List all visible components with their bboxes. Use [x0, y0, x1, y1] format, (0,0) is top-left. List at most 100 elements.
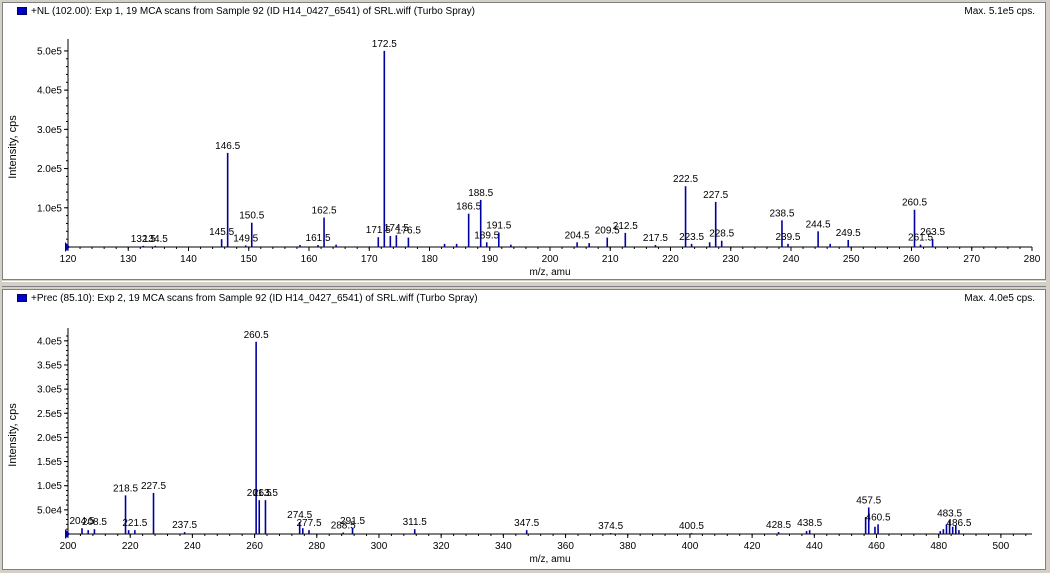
peak-label: 263.5	[920, 227, 945, 238]
peak-label: 221.5	[122, 518, 147, 529]
peak-label: 149.5	[233, 233, 258, 244]
peak-label: 249.5	[836, 228, 861, 239]
x-tick-label: 230	[722, 254, 739, 265]
peak-label: 239.5	[775, 232, 800, 243]
origin-marker[interactable]	[65, 242, 70, 252]
peak-label: 261.5	[908, 233, 933, 244]
peak-label: 171.5	[366, 225, 391, 236]
y-tick-label: 3.5e5	[37, 360, 62, 371]
peak-label: 428.5	[766, 520, 791, 531]
peak-label: 261.5	[247, 488, 272, 499]
x-tick-label: 480	[930, 541, 947, 552]
peak-label: 277.5	[296, 518, 321, 529]
x-tick-label: 240	[184, 541, 201, 552]
y-tick-label: 3.0e5	[37, 385, 62, 396]
y-tick-label: 5.0e4	[37, 505, 62, 516]
pane-header: +Prec (85.10): Exp 2, 19 MCA scans from …	[17, 293, 1039, 307]
x-tick-label: 170	[361, 254, 378, 265]
x-tick-label: 180	[421, 254, 438, 265]
legend-color-box[interactable]	[17, 7, 27, 15]
x-tick-label: 340	[495, 541, 512, 552]
x-tick-label: 220	[122, 541, 139, 552]
x-tick-label: 140	[180, 254, 197, 265]
x-tick-label: 240	[783, 254, 800, 265]
peak-label: 288.5	[331, 521, 356, 532]
x-tick-label: 440	[806, 541, 823, 552]
y-tick-label: 3.0e5	[37, 125, 62, 136]
peak-label: 217.5	[643, 233, 668, 244]
peak-label: 260.5	[902, 198, 927, 209]
pane-title: +Prec (85.10): Exp 2, 19 MCA scans from …	[31, 293, 478, 304]
x-axis-label: m/z, amu	[529, 554, 570, 565]
peak-label: 238.5	[769, 208, 794, 219]
peak-label: 174.5	[384, 223, 409, 234]
spectrum-pane-2[interactable]: +Prec (85.10): Exp 2, 19 MCA scans from …	[2, 289, 1046, 570]
x-tick-label: 260	[903, 254, 920, 265]
peak-label: 134.5	[143, 234, 168, 245]
pane-title: +NL (102.00): Exp 1, 19 MCA scans from S…	[31, 6, 476, 17]
peak-label: 189.5	[474, 230, 499, 241]
x-axis-label: m/z, amu	[529, 267, 570, 278]
y-tick-label: 2.5e5	[37, 409, 62, 420]
peak-label: 191.5	[486, 220, 511, 231]
peak-label: 176.5	[396, 226, 421, 237]
y-tick-label: 5.0e5	[37, 46, 62, 57]
peak-label: 400.5	[679, 521, 704, 532]
peak-label: 274.5	[287, 510, 312, 521]
peak-label: 347.5	[514, 518, 539, 529]
x-tick-label: 210	[602, 254, 619, 265]
peak-label: 228.5	[709, 229, 734, 240]
pane-splitter[interactable]	[2, 281, 1046, 287]
y-axis-label: Intensity, cps	[7, 403, 19, 467]
max-intensity-label: Max. 5.1e5 cps.	[964, 6, 1035, 17]
peak-label: 227.5	[703, 190, 728, 201]
x-tick-label: 320	[433, 541, 450, 552]
legend-color-box[interactable]	[17, 294, 27, 302]
peak-label: 186.5	[456, 202, 481, 213]
x-tick-label: 400	[682, 541, 699, 552]
peak-label: 311.5	[403, 517, 428, 528]
peak-label: 222.5	[673, 174, 698, 185]
x-tick-label: 460	[868, 541, 885, 552]
peak-label: 150.5	[239, 211, 264, 222]
spectrum-pane-1[interactable]: +NL (102.00): Exp 1, 19 MCA scans from S…	[2, 2, 1046, 280]
peak-label: 260.5	[244, 330, 269, 341]
peak-label: 212.5	[613, 221, 638, 232]
peak-label: 227.5	[141, 481, 166, 492]
peak-label: 291.5	[340, 516, 365, 527]
peak-label: 244.5	[806, 219, 831, 230]
x-tick-label: 270	[963, 254, 980, 265]
peak-label: 145.5	[209, 227, 234, 238]
peak-label: 223.5	[679, 232, 704, 243]
peak-label: 172.5	[372, 39, 397, 50]
peak-label: 374.5	[598, 521, 623, 532]
peak-label: 263.5	[253, 488, 278, 499]
peak-label: 162.5	[312, 206, 337, 217]
peak-label: 161.5	[306, 233, 331, 244]
pane-header: +NL (102.00): Exp 1, 19 MCA scans from S…	[17, 6, 1039, 20]
x-tick-label: 280	[308, 541, 325, 552]
peak-label: 457.5	[856, 495, 881, 506]
peak-label: 483.5	[937, 508, 962, 519]
x-tick-label: 300	[371, 541, 388, 552]
peak-label: 208.5	[82, 517, 107, 528]
x-tick-label: 130	[120, 254, 137, 265]
x-tick-label: 200	[60, 541, 77, 552]
y-tick-label: 1.5e5	[37, 457, 62, 468]
x-tick-label: 260	[246, 541, 263, 552]
y-axis-label: Intensity, cps	[7, 115, 19, 179]
peak-label: 146.5	[215, 141, 240, 152]
y-tick-label: 2.0e5	[37, 164, 62, 175]
origin-marker[interactable]	[65, 529, 70, 539]
x-tick-label: 200	[542, 254, 559, 265]
y-tick-label: 4.0e5	[37, 86, 62, 97]
peak-label: 460.5	[866, 512, 891, 523]
x-tick-label: 250	[843, 254, 860, 265]
x-tick-label: 160	[301, 254, 318, 265]
x-tick-label: 190	[481, 254, 498, 265]
spectrum-chart-1[interactable]: 120 130 140 150 160 170 180 190 200 210 220 230 240 2…	[3, 3, 1045, 279]
spectrum-chart-2[interactable]: 200 220 240 260 280 300 320 340 360 380 400 420 440 4…	[3, 290, 1045, 569]
peak-label: 218.5	[113, 483, 138, 494]
x-tick-label: 150	[240, 254, 257, 265]
x-tick-label: 220	[662, 254, 679, 265]
